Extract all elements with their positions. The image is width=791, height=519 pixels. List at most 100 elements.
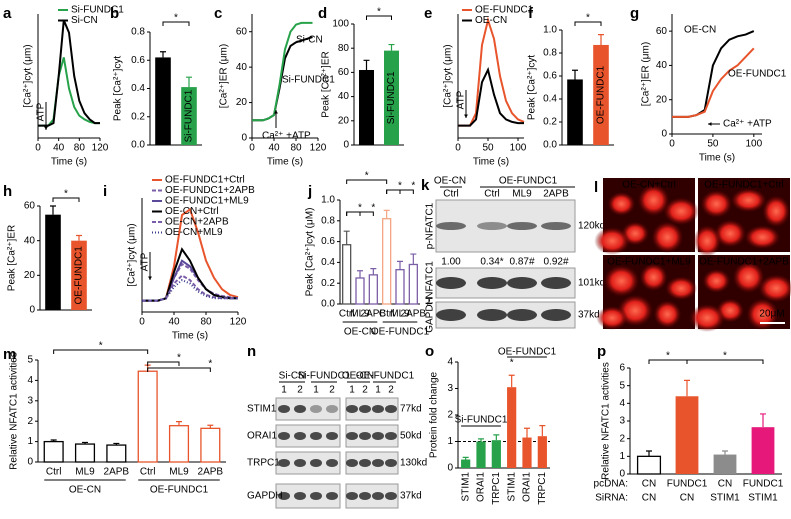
band [541,222,571,230]
legend-label: OE-CN+2APB [165,217,229,228]
y-tick-label: 5 [619,380,625,391]
error-bar [388,43,395,51]
lane-number: 1 [375,385,381,396]
blot-row-label: GAPDH [425,297,436,333]
blot-group: OE-FUNDC1 [356,371,415,382]
blot-strip [275,424,341,448]
bar [713,454,737,474]
band [385,405,397,413]
legend-label: OE-FUNDC1 [728,69,787,80]
bar [537,436,547,468]
x-tick-label: TRPC1 [491,472,502,505]
bar [106,444,127,463]
blot-row-label: p-NFATC1 [425,202,436,249]
arrow-head [148,276,152,280]
significance-bracket [346,179,388,184]
x-tick-label-2: CN [680,493,694,504]
lane-number: 2 [362,385,368,396]
legend-label: OE-FUNDC1+Ctrl [165,175,245,186]
lane-number: 1 [349,385,355,396]
band [278,492,290,500]
quantification: 0.92# [543,257,568,268]
cell [603,264,640,297]
x-axis-label: Time (s) [172,331,208,342]
y-tick-label: 20 [236,97,248,108]
y-tick-label: 6 [619,363,625,374]
y-tick-label: 0.0 [131,140,145,151]
band [294,405,306,413]
x-tick-label: 50 [482,143,494,154]
panel-letter: j [307,183,312,200]
band [310,432,322,440]
bar-label: OE-FUNDC1 [74,246,85,305]
lane-number: 2 [297,385,303,396]
y-tick-label: 0.6 [321,236,335,247]
band [507,277,537,289]
y-axis-label: Peak [Ca²⁺]ER [321,51,332,117]
significance-bracket [162,21,190,26]
y-tick-label: 0 [241,133,247,144]
band [326,492,338,500]
bar [384,50,399,146]
legend-label: OE-FUNDC1 [475,5,534,16]
x-tick-label: STIM1 [460,472,471,502]
band [372,459,384,467]
y-tick-label: 2 [27,416,33,427]
legend-label: OE-CN+Ctrl [165,206,219,217]
x-tick-label: ORAI1 [522,472,533,502]
cell [594,226,631,255]
y-tick-label: 20 [338,115,350,126]
x-axis-label: Time (s) [473,157,509,168]
x-tick-label: 2APB [104,467,130,478]
x-axis-label: Time (s) [699,153,735,164]
error-bar [370,268,377,275]
panel-letter: e [424,5,432,22]
significance-bracket [346,211,374,216]
blot-size: 101kd [578,278,605,289]
y-tick-label: 100 [332,19,349,30]
error-bar [383,209,390,219]
x-tick-label: Ctrl [379,309,395,320]
x-tick-label: FUNDC1 [667,479,708,490]
blot-size: 50kd [400,431,422,442]
y-tick-label: 0.4 [543,94,557,105]
cell [637,184,670,217]
significance-bracket [686,359,764,364]
bar [342,244,352,305]
annotation: Ca²⁺ +ATP [723,119,772,130]
y-tick-label: 40 [24,235,36,246]
arrow-head [708,122,712,126]
significance-label: * [510,358,514,369]
blot-size: 77kd [400,404,422,415]
significance-label: * [411,181,415,192]
lane-label: ML9 [512,189,532,200]
blot-row-label: TRPC1 [247,458,280,469]
band [294,492,306,500]
x-tick-label: ML9 [390,309,410,320]
band [294,459,306,467]
cell [639,263,668,292]
x-tick-label: Ctrl [140,467,156,478]
quantification: 1.00 [441,257,461,268]
panel-letter: o [425,343,434,360]
y-tick-label: 0.0 [543,140,557,151]
significance-bracket [53,349,149,354]
bar-label: Si-CN [361,94,372,121]
significance-label: * [666,351,670,362]
bar [155,57,171,145]
error-bar [76,234,82,241]
x-tick-label: 120 [92,143,109,154]
annotation: ATP [456,90,467,109]
band [278,405,290,413]
blot-group: OE-CN [342,371,374,382]
y-axis-label: [Ca²⁺]ER (μm) [641,42,652,106]
bar [359,69,374,145]
y-tick-label: 60 [236,26,248,37]
group-label: OE-CN [344,327,376,338]
series-line [672,47,755,118]
band [372,405,384,413]
blot-group: Si-CN [279,371,306,382]
x-tick-label: 40 [168,317,180,328]
y-tick-label: 0.4 [321,257,335,268]
arrow-head [44,126,48,130]
